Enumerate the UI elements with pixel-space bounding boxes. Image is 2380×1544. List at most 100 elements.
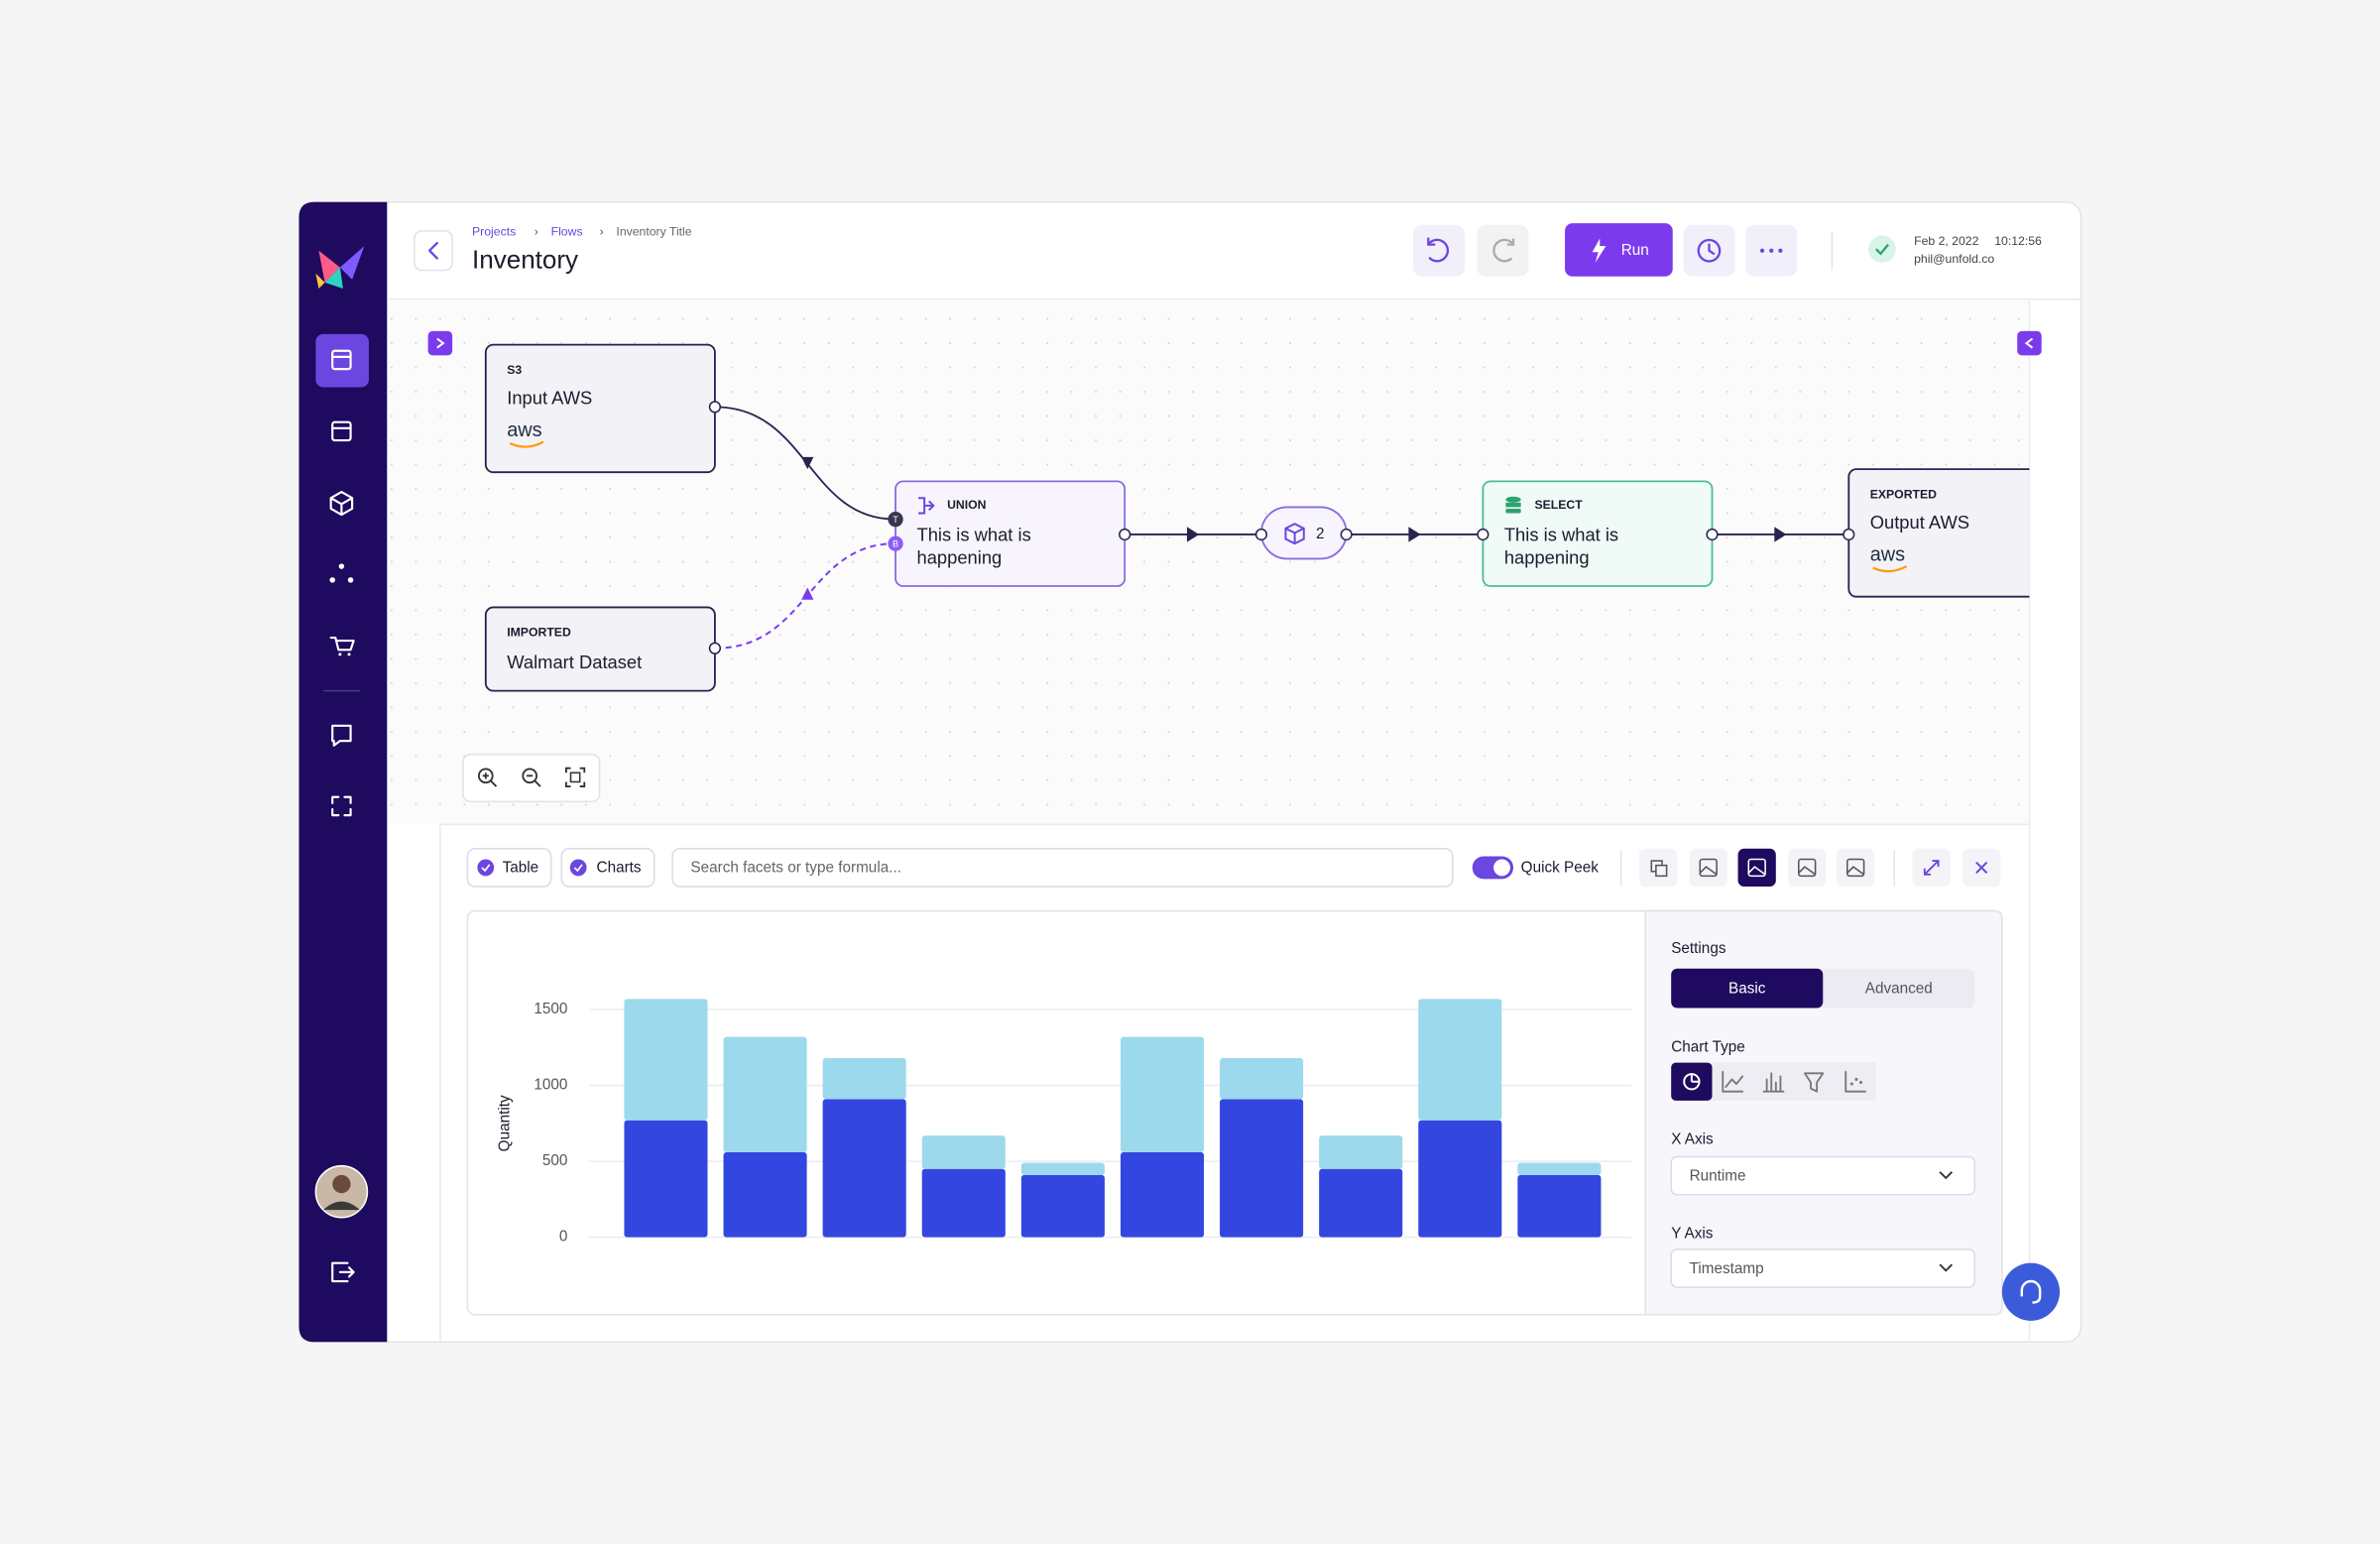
bar-segment [624,999,708,1121]
zoom-out[interactable] [522,768,541,787]
breadcrumb-sep: › [535,225,538,239]
toggle-left[interactable] [427,330,453,356]
node-imported[interactable]: IMPORTED Walmart Dataset [484,606,722,692]
avatar[interactable] [314,1164,369,1219]
view-image-active[interactable] [1737,848,1776,888]
port-label: T [892,515,898,525]
node-kind: IMPORTED [507,626,571,640]
bar-segment [723,1036,807,1152]
fit-view[interactable] [564,767,586,787]
tab-label: Charts [597,860,642,877]
chart-type-scatter[interactable] [1844,1070,1867,1093]
zoom-in[interactable] [477,768,498,787]
back-button[interactable] [414,230,453,272]
bar-segment [1020,1174,1105,1238]
breadcrumb-link[interactable]: Flows [551,225,583,239]
bar-segment [1517,1162,1602,1175]
field-label: X Axis [1671,1131,1714,1148]
undo-button[interactable] [1413,224,1466,277]
node-label: Input AWS [507,388,592,409]
node-select[interactable]: SELECT This is what is happening [1477,480,1719,587]
node-kind: SELECT [1534,498,1583,512]
bar-segment [723,1151,807,1238]
y-axis-select[interactable] [1670,1248,1976,1288]
mode-label: Basic [1728,980,1766,997]
bar-segment [1319,1135,1403,1169]
breadcrumb-sep: › [600,225,604,239]
save-date: Feb 2, 2022 [1914,234,1978,248]
bar-segment [1120,1151,1205,1238]
edges [714,406,1849,650]
node-label: happening [1504,546,1590,567]
breadcrumb-link[interactable]: Projects [472,225,516,239]
y-tick-label: 0 [559,1229,568,1246]
nav-cart[interactable] [329,636,355,656]
bar-segment [822,1058,906,1100]
node-label: Output AWS [1870,512,1969,533]
tab-charts[interactable] [560,848,655,888]
view-copy[interactable] [1639,848,1678,888]
chart-type-funnel[interactable] [1803,1072,1825,1093]
y-tick-label: 500 [542,1152,568,1169]
bar-segment [921,1135,1006,1169]
y-axis-label: Quantity [497,1095,514,1151]
y-tick-label: 1500 [534,1001,567,1017]
chart-type-bar[interactable] [1762,1072,1785,1093]
header: Projects › Flows › Inventory Title Inven… [387,223,2082,300]
toggle-right[interactable] [2017,330,2042,356]
bar-segment [1418,1120,1502,1238]
node-logo: aws [507,419,541,441]
settings-title: Settings [1671,940,1726,957]
back-icon [428,241,438,260]
run-button[interactable] [1565,223,1673,277]
help-button[interactable] [2001,1262,2061,1321]
select-value: Runtime [1690,1167,1746,1184]
mode-basic[interactable] [1671,968,1824,1009]
search-placeholder: Search facets or type formula... [690,860,901,877]
node-kind: S3 [507,363,522,377]
tab-table[interactable] [466,848,552,888]
node-union[interactable]: UNION This is what is happening T B [888,480,1131,587]
chart-type-line[interactable] [1722,1070,1744,1093]
search-input[interactable] [671,848,1454,888]
nav-comments[interactable] [331,724,352,747]
zoom-controls [462,754,601,803]
expand-button[interactable] [1912,848,1951,888]
nav-fullscreen[interactable] [331,795,352,817]
bar-segment [1517,1174,1602,1238]
node-label: 2 [1316,526,1325,542]
view-image[interactable] [1837,848,1875,888]
select-value: Timestamp [1690,1260,1764,1277]
close-button[interactable] [1963,848,2001,888]
node-model[interactable]: 2 [1254,506,1353,560]
status-ok [1868,235,1896,263]
logo [315,246,365,289]
bar-segment [624,1120,708,1238]
node-exported[interactable]: EXPORTED Output AWS aws [1843,468,2046,598]
redo-button[interactable] [1477,224,1529,277]
nav-network[interactable] [329,563,354,583]
node-label: happening [916,546,1002,567]
node-label: Walmart Dataset [507,652,642,672]
bar-segment [822,1099,906,1238]
y-tick-label: 1000 [534,1077,567,1094]
view-image[interactable] [1689,848,1727,888]
field-label: Y Axis [1671,1226,1714,1243]
quick-peek-label: Quick Peek [1521,860,1600,877]
nav-flows[interactable] [315,333,369,388]
node-s3[interactable]: S3 Input AWS aws [484,343,722,474]
nav-models[interactable] [329,491,354,517]
x-axis-select[interactable] [1670,1155,1976,1196]
bar-segment [1319,1168,1403,1238]
flow-canvas: S3 Input AWS aws IMPORTED Walmart Datase… [388,300,2046,1343]
bar-segment [1220,1058,1304,1100]
node-kind: EXPORTED [1870,487,1937,501]
mode-label[interactable]: Advanced [1865,980,1933,997]
bar-segment [1220,1099,1304,1238]
nav-calendar[interactable] [331,420,352,442]
logout[interactable] [331,1261,355,1283]
view-image[interactable] [1788,848,1827,888]
